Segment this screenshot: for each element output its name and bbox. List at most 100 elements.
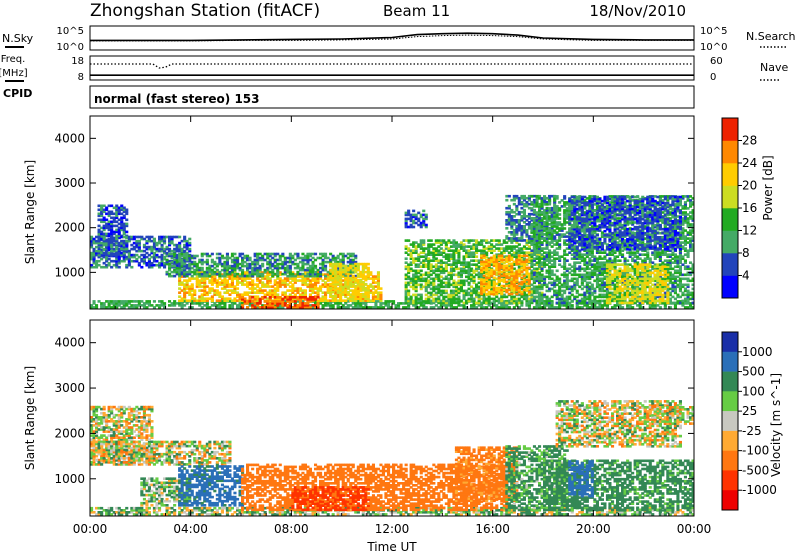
powerCells-cell	[407, 297, 411, 301]
powerCells-cell	[497, 301, 501, 305]
powerCells-cell	[470, 277, 474, 281]
powerCells-cell	[137, 235, 141, 239]
powerCells-cell	[414, 281, 418, 285]
powerCells-cell	[553, 225, 557, 228]
powerCells-cell	[538, 251, 542, 254]
powerCells-cell	[447, 281, 451, 285]
powerCells-cell	[354, 284, 358, 288]
powerCells-cell	[397, 302, 401, 305]
powerCells-cell	[366, 297, 370, 300]
powerCells-cell	[210, 279, 214, 282]
powerCells-cell	[238, 297, 242, 300]
powerCells-cell	[444, 265, 448, 268]
powerCells-cell	[465, 293, 469, 297]
powerCells-cell	[472, 304, 476, 307]
powerCells-cell	[470, 285, 474, 289]
powerCells-cell	[163, 249, 167, 253]
powerCells-cell	[230, 258, 234, 262]
powerCells-cell	[540, 235, 544, 238]
powerCells-cell	[553, 243, 557, 246]
powerCells-cell	[314, 264, 318, 268]
powerCells-cell	[215, 256, 219, 260]
powerCells-cell	[95, 261, 99, 265]
powerCells-cell	[147, 253, 151, 257]
powerCells-cell	[404, 261, 408, 264]
powerCells-cell	[570, 293, 574, 297]
powerCells-cell	[467, 299, 471, 303]
powerCells-cell	[470, 304, 474, 307]
powerCells-cell	[532, 271, 536, 275]
powerCells-cell	[515, 194, 519, 198]
powerCells-cell	[364, 302, 368, 305]
powerCells-cell	[404, 251, 408, 254]
powerCells-cell	[301, 275, 305, 278]
powerCells-cell	[510, 284, 514, 288]
powerCells-cell	[291, 306, 295, 309]
powerCells-cell	[238, 274, 242, 278]
powerCells-cell	[522, 198, 526, 202]
powerCells-cell	[462, 279, 466, 283]
powerCells-cell	[346, 264, 350, 268]
powerCells-cell	[384, 300, 388, 303]
powerCells-cell	[447, 283, 451, 287]
powerCells-cell	[434, 247, 438, 250]
powerCells-cell	[525, 282, 529, 286]
powerCells-cell	[228, 285, 232, 288]
powerCells-cell	[432, 306, 436, 309]
powerCells-cell	[331, 272, 335, 276]
powerCells-cell	[220, 254, 224, 258]
powerCells-cell	[319, 285, 323, 288]
powerCells-cell	[530, 299, 534, 303]
powerCells-cell	[298, 275, 302, 278]
powerCells-cell	[303, 283, 307, 286]
powerCells-cell	[175, 272, 179, 276]
powerCells-cell	[100, 208, 104, 212]
powerCells-cell	[130, 247, 134, 251]
powerCells-cell	[540, 241, 544, 244]
powerCells-cell	[437, 277, 441, 281]
powerCells-cell	[303, 306, 307, 309]
powerCells-cell	[137, 239, 141, 243]
powerCells-cell	[243, 271, 247, 274]
powerCells-cell	[510, 198, 514, 202]
powerCells-cell	[444, 261, 448, 264]
powerCells-cell	[517, 301, 521, 305]
powerCells-cell	[505, 264, 509, 268]
powerCells-cell	[160, 243, 164, 247]
powerCells-cell	[538, 285, 542, 289]
powerCells-cell	[525, 202, 529, 206]
powerCells-cell	[90, 243, 94, 247]
powerCells-cell	[120, 247, 124, 251]
powerCells-cell	[102, 255, 106, 259]
powerCells-cell	[558, 229, 562, 232]
powerCells-cell	[550, 269, 554, 273]
powerCells-cell	[298, 304, 302, 307]
powerCells-cell	[439, 267, 443, 271]
powerCells-cell	[465, 291, 469, 295]
powerCells-cell	[517, 262, 521, 266]
powerCells-cell	[303, 274, 307, 278]
powerCells-cell	[115, 257, 119, 261]
powerCells-cell	[673, 304, 677, 307]
powerCells-cell	[510, 286, 514, 290]
powerCells-cell	[444, 281, 448, 285]
powerCells-cell	[228, 264, 232, 268]
powerCells-cell	[218, 252, 222, 256]
powerCells-cell	[477, 295, 481, 299]
powerCells-cell	[543, 306, 547, 309]
powerCells-cell	[117, 234, 121, 238]
powerCells-cell	[424, 281, 428, 285]
powerCells-cell	[256, 291, 260, 294]
powerCells-cell	[560, 205, 564, 208]
powerCells-cell	[548, 273, 552, 277]
powerCells-cell	[512, 239, 516, 242]
powerCells-cell	[565, 221, 569, 224]
powerCells-cell	[545, 297, 549, 301]
powerCells-cell	[220, 281, 224, 284]
powerCells-cell	[482, 306, 486, 309]
powerCells-cell	[173, 261, 177, 265]
powerCells-cell	[404, 247, 408, 250]
powerCells-cell	[251, 266, 255, 270]
powerCells-cell	[387, 302, 391, 305]
powerCells-cell	[178, 264, 182, 268]
